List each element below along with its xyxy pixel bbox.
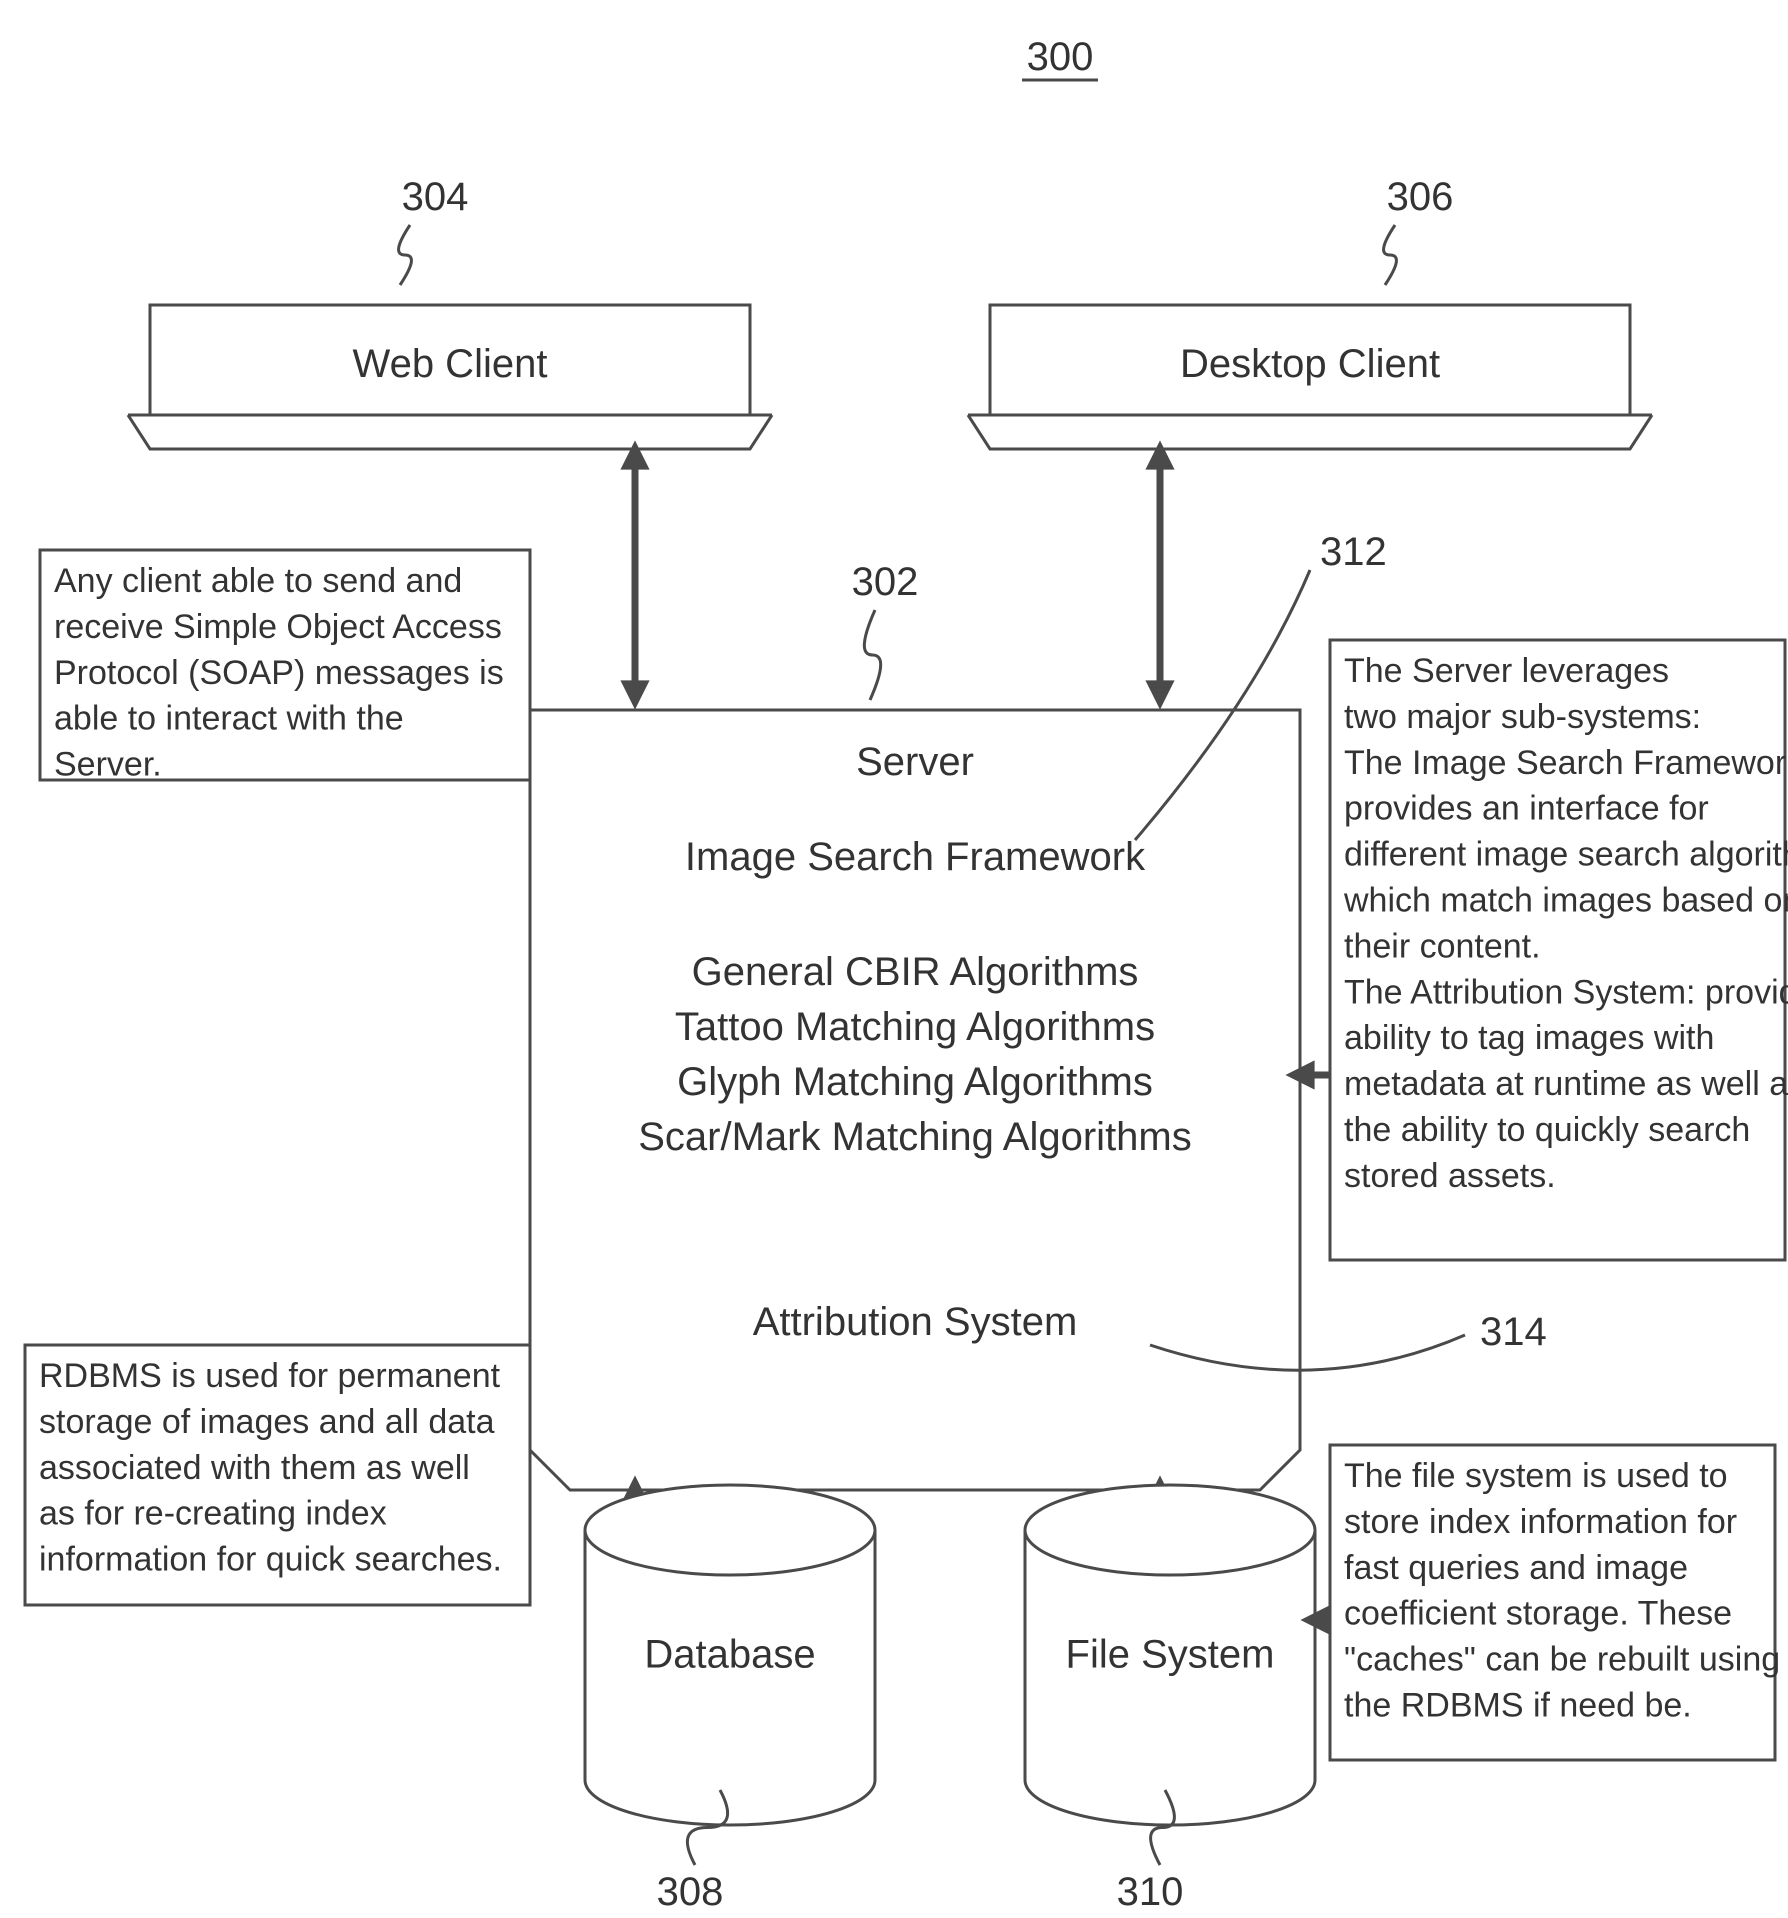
filesystem-note-text: store index information for xyxy=(1344,1503,1737,1541)
server-algorithm-2: Glyph Matching Algorithms xyxy=(677,1060,1153,1104)
image-search-framework-label: Image Search Framework xyxy=(685,835,1146,879)
desktop-client-box-tray xyxy=(968,415,1652,449)
figure-number: 300 xyxy=(1027,35,1094,79)
file-system-top xyxy=(1025,1485,1315,1575)
server-note-text: ability to tag images with xyxy=(1344,1019,1714,1057)
filesystem-note-text: coefficient storage. These xyxy=(1344,1595,1732,1633)
ref-306: 306 xyxy=(1387,175,1454,219)
filesystem-note-text: the RDBMS if need be. xyxy=(1344,1687,1692,1725)
server-note-text: which match images based on xyxy=(1343,882,1788,920)
rdbms-note-text: associated with them as well xyxy=(39,1449,470,1487)
client-note-text: receive Simple Object Access xyxy=(54,608,502,646)
ref-308: 308 xyxy=(657,1870,724,1914)
client-note-text: able to interact with the xyxy=(54,700,404,738)
desktop-client-label: Desktop Client xyxy=(1180,342,1440,386)
server-note-text: the ability to quickly search xyxy=(1344,1111,1750,1149)
database-top xyxy=(585,1485,875,1575)
ref-304: 304 xyxy=(402,175,469,219)
ref-302: 302 xyxy=(852,560,919,604)
web-client-box-tray xyxy=(128,415,772,449)
server-note-text: The Attribution System: provides xyxy=(1344,973,1788,1011)
ref-306-leader xyxy=(1384,225,1397,285)
rdbms-note-text: RDBMS is used for permanent xyxy=(39,1357,501,1395)
server-note-text: metadata at runtime as well as xyxy=(1344,1065,1788,1103)
ref-310-leader xyxy=(1151,1790,1175,1865)
ref-308-leader xyxy=(687,1790,727,1865)
rdbms-note-text: storage of images and all data xyxy=(39,1403,495,1441)
filesystem-note-text: "caches" can be rebuilt using xyxy=(1344,1641,1780,1679)
rdbms-note-text: information for quick searches. xyxy=(39,1541,502,1579)
server-algorithm-1: Tattoo Matching Algorithms xyxy=(675,1005,1155,1049)
client-note-text: Server. xyxy=(54,746,162,784)
ref-312: 312 xyxy=(1320,530,1387,574)
ref-310: 310 xyxy=(1117,1870,1184,1914)
server-title: Server xyxy=(856,740,974,784)
server-note-text: two major sub-systems: xyxy=(1344,698,1701,736)
database-label: Database xyxy=(644,1633,815,1677)
attribution-system-label: Attribution System xyxy=(753,1300,1078,1344)
server-algorithm-0: General CBIR Algorithms xyxy=(692,950,1139,994)
ref-314: 314 xyxy=(1480,1310,1547,1354)
ref-304-leader xyxy=(399,225,412,285)
web-client-label: Web Client xyxy=(353,342,548,386)
rdbms-note-text: as for re-creating index xyxy=(39,1495,387,1533)
server-note-text: different image search algorithms xyxy=(1344,836,1788,874)
ref-314-leader xyxy=(1150,1335,1465,1370)
client-note-text: Any client able to send and xyxy=(54,562,462,600)
server-note-text: The Image Search Framework: xyxy=(1344,744,1788,782)
client-note-text: Protocol (SOAP) messages is xyxy=(54,654,504,692)
server-note-text: The Server leverages xyxy=(1344,652,1669,690)
ref-302-leader xyxy=(864,610,880,700)
filesystem-note-text: The file system is used to xyxy=(1344,1457,1728,1495)
server-note-text: provides an interface for xyxy=(1344,790,1709,828)
server-algorithm-3: Scar/Mark Matching Algorithms xyxy=(638,1115,1192,1159)
server-note-text: stored assets. xyxy=(1344,1157,1556,1195)
filesystem-note-text: fast queries and image xyxy=(1344,1549,1688,1587)
file-system-label: File System xyxy=(1066,1633,1275,1677)
server-note-text: their content. xyxy=(1344,927,1541,965)
